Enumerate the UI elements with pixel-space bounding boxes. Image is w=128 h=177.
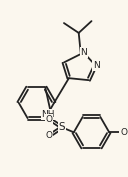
Text: N: N	[80, 48, 87, 57]
Text: S: S	[59, 122, 65, 132]
Text: N: N	[93, 61, 100, 70]
Text: O: O	[46, 131, 53, 140]
Text: O: O	[46, 115, 53, 124]
Text: NH: NH	[41, 110, 55, 119]
Text: O: O	[120, 128, 127, 137]
